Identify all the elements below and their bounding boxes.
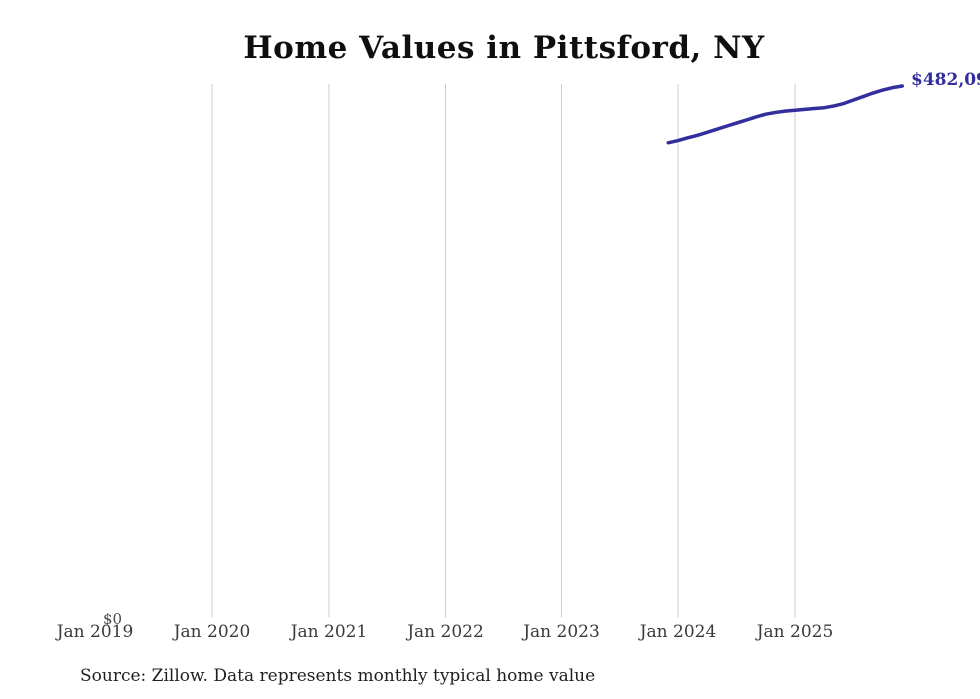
- chart-title: Home Values in Pittsford, NY: [243, 30, 765, 66]
- x-axis-label: Jan 2024: [639, 622, 717, 642]
- x-axis-label: Jan 2020: [173, 622, 251, 642]
- y-axis-zero-label: $0: [103, 610, 123, 628]
- x-axis-label: Jan 2022: [407, 622, 484, 642]
- home-value-line: [666, 84, 904, 145]
- source-note: Source: Zillow. Data represents monthly …: [80, 666, 596, 686]
- x-axis-label: Jan 2025: [756, 622, 834, 642]
- x-axis-label: Jan 2019: [56, 622, 134, 642]
- end-value-label: $482,090: [911, 70, 980, 90]
- x-axis-label: Jan 2021: [290, 622, 368, 642]
- x-axis-label: Jan 2023: [523, 622, 600, 642]
- gridlines: [211, 84, 796, 618]
